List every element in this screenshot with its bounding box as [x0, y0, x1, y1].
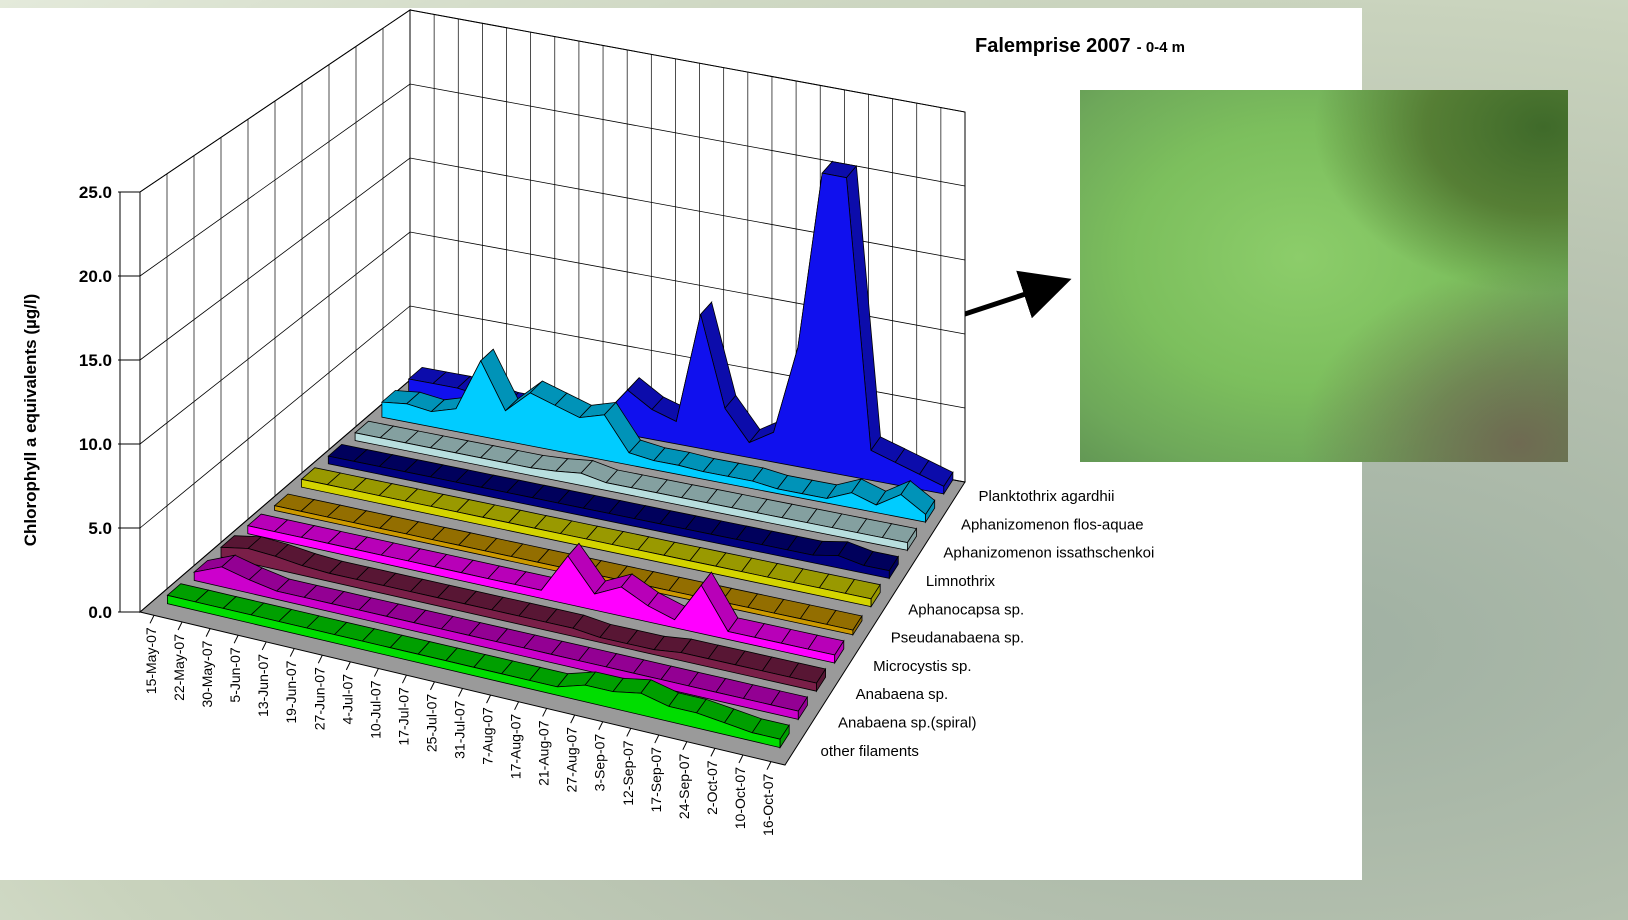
y-tick-label: 10.0	[79, 435, 112, 454]
x-tick	[570, 714, 576, 724]
area-end	[888, 555, 899, 580]
chart-title: Falemprise 2007 - 0-4 m	[975, 35, 1185, 57]
grid-line	[139, 83, 966, 277]
area	[220, 546, 817, 692]
grid-line	[139, 9, 966, 193]
legend-label: Anabaena sp.(spiral)	[838, 714, 976, 731]
x-tick	[317, 655, 323, 664]
x-tick	[373, 668, 379, 677]
area-end	[925, 499, 936, 524]
photo	[1080, 90, 1568, 462]
legend-label: Limnothrix	[926, 573, 996, 590]
legend-label: Aphanizomenon flos-aquae	[961, 516, 1144, 533]
x-tick	[542, 708, 548, 717]
area-end	[907, 527, 917, 552]
x-tick-label: 19-Jun-07	[283, 660, 299, 723]
x-tick-label: 25-Jul-07	[424, 694, 440, 753]
x-tick-label: 31-Jul-07	[452, 700, 468, 759]
area-end	[834, 639, 845, 665]
x-tick-label: 10-Oct-07	[732, 767, 748, 829]
x-tick-label: 10-Jul-07	[367, 680, 383, 739]
x-tick-label: 27-Jun-07	[311, 667, 327, 730]
area-end	[816, 667, 826, 693]
y-tick-label: 25.0	[79, 183, 112, 202]
area	[247, 525, 836, 664]
x-tick-label: 2-Oct-07	[704, 760, 720, 815]
x-tick-label: 12-Sep-07	[620, 740, 636, 806]
x-tick	[261, 641, 267, 651]
legend-label: Planktothrix agardhii	[979, 488, 1115, 505]
x-tick	[149, 615, 155, 624]
x-tick	[514, 701, 520, 711]
legend-label: Aphanizomenon issathschenkoi	[943, 545, 1154, 562]
x-tick	[430, 681, 435, 691]
x-tick-label: 21-Aug-07	[536, 720, 552, 786]
x-tick-label: 16-Oct-07	[760, 773, 776, 835]
x-tick	[598, 721, 604, 730]
x-tick	[766, 761, 772, 770]
x-tick-label: 15-May-07	[143, 627, 159, 694]
area	[166, 594, 781, 749]
area	[354, 432, 908, 551]
x-tick	[289, 648, 295, 657]
legend-label: Pseudanabaena sp.	[891, 630, 1024, 647]
y-tick-label: 15.0	[79, 351, 112, 370]
x-tick-label: 27-Aug-07	[564, 727, 580, 793]
x-tick	[710, 748, 716, 757]
x-tick-label: 4-Jul-07	[339, 674, 355, 725]
x-tick-label: 13-Jun-07	[255, 654, 271, 717]
x-tick	[233, 635, 239, 644]
x-tick	[486, 694, 491, 704]
x-tick	[738, 754, 744, 764]
area-end	[779, 723, 790, 749]
y-axis-title: Chlorophyll a equivalents (µg/l)	[21, 294, 40, 547]
x-tick-label: 17-Aug-07	[508, 714, 524, 780]
area-end	[943, 471, 954, 496]
x-tick-label: 22-May-07	[171, 634, 187, 701]
area-end	[870, 583, 881, 608]
legend-label: Aphanocapsa sp.	[908, 601, 1024, 618]
grid-line	[139, 305, 966, 529]
subtitle: - 0-4 m	[1137, 39, 1185, 56]
x-tick	[458, 688, 463, 697]
x-tick-label: 17-Jul-07	[395, 687, 411, 746]
x-tick	[205, 628, 211, 637]
x-tick-label: 17-Sep-07	[648, 747, 664, 813]
area	[381, 359, 926, 523]
grid-line	[139, 231, 966, 445]
x-tick	[654, 734, 660, 744]
x-tick	[682, 741, 688, 750]
grid-line	[139, 157, 966, 361]
x-tick	[345, 661, 351, 671]
area-end	[852, 614, 863, 637]
x-tick-label: 30-May-07	[199, 640, 215, 707]
title: Falemprise 2007	[975, 35, 1131, 57]
x-tick-label: 7-Aug-07	[480, 707, 496, 765]
area	[300, 478, 872, 608]
y-tick-label: 0.0	[88, 603, 112, 622]
y-tick-label: 20.0	[79, 267, 112, 286]
x-tick	[177, 621, 183, 631]
legend-label: Anabaena sp.	[856, 686, 949, 703]
x-tick-label: 3-Sep-07	[592, 734, 608, 792]
area-end	[797, 695, 808, 721]
x-tick-label: 5-Jun-07	[227, 647, 243, 702]
area	[327, 455, 890, 579]
x-tick-label: 24-Sep-07	[676, 753, 692, 819]
legend-label: Microcystis sp.	[873, 658, 971, 675]
x-tick	[401, 674, 407, 684]
legend-label: other filaments	[821, 743, 919, 760]
y-tick-label: 5.0	[88, 519, 112, 538]
x-tick	[626, 728, 632, 737]
